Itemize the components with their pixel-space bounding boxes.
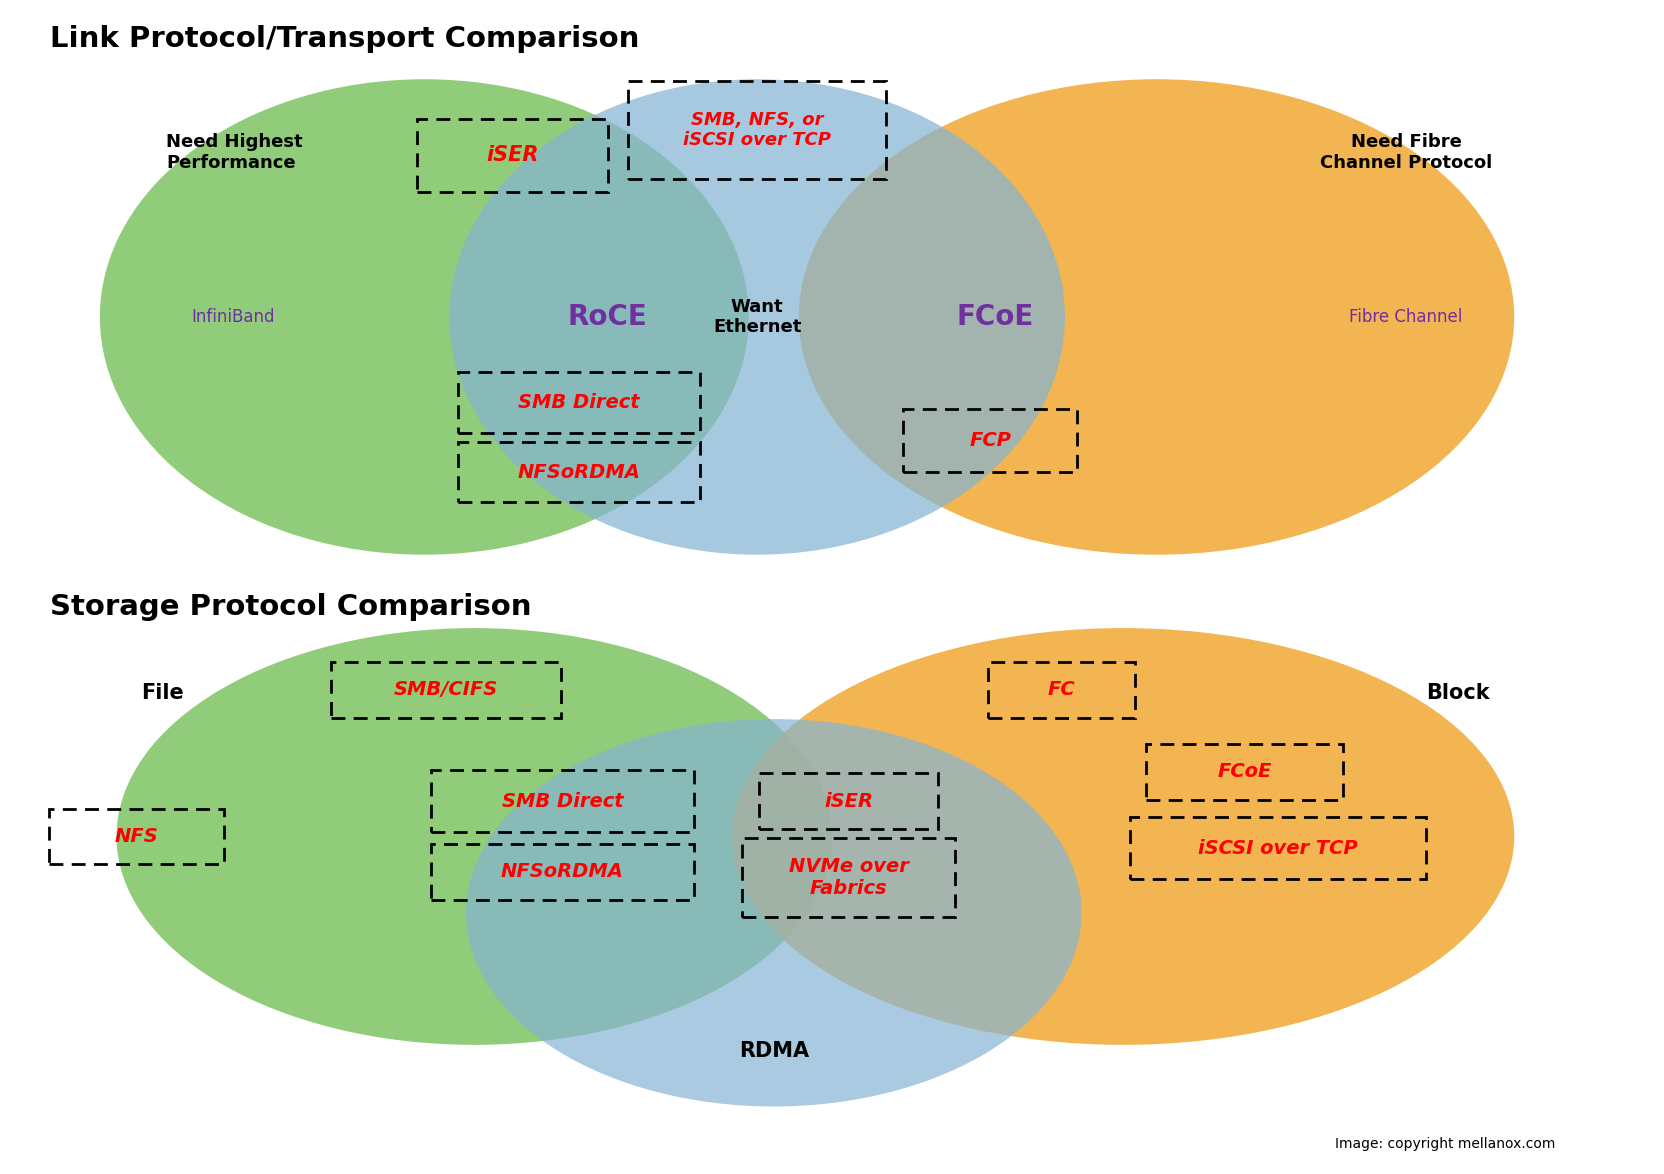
Ellipse shape [116,628,832,1045]
Bar [458,372,701,433]
Bar [904,409,1078,472]
Text: FCP: FCP [968,431,1012,450]
Text: iSCSI over TCP: iSCSI over TCP [1198,838,1358,858]
Text: NFSoRDMA: NFSoRDMA [518,463,641,481]
Bar [1146,744,1343,799]
Text: Block: Block [1426,682,1489,703]
Text: Need Fibre
Channel Protocol: Need Fibre Channel Protocol [1320,133,1493,171]
Ellipse shape [449,80,1065,554]
Text: NFSoRDMA: NFSoRDMA [501,862,624,882]
Text: SMB Direct: SMB Direct [518,393,641,412]
Bar [331,662,561,717]
Text: File: File [141,682,185,703]
Text: Need Highest
Performance: Need Highest Performance [166,133,303,171]
Text: FCoE: FCoE [1218,762,1271,782]
Bar [458,443,701,502]
Text: Storage Protocol Comparison: Storage Protocol Comparison [50,593,531,621]
Text: Fibre Channel: Fibre Channel [1350,308,1463,326]
Bar [759,774,938,829]
Text: iSER: iSER [824,791,874,811]
Ellipse shape [799,80,1514,554]
Text: NFS: NFS [115,826,158,846]
Bar [1130,817,1426,879]
Text: FC: FC [1048,680,1075,700]
Bar [50,809,225,864]
Text: FCoE: FCoE [957,303,1033,331]
Text: InfiniBand: InfiniBand [191,308,275,326]
Ellipse shape [100,80,749,554]
Bar [742,838,955,917]
Bar [988,662,1135,717]
Text: iSER: iSER [486,146,539,166]
Ellipse shape [732,628,1514,1045]
Text: SMB Direct: SMB Direct [501,791,624,811]
Bar [629,81,885,180]
Ellipse shape [466,718,1082,1106]
Text: RDMA: RDMA [739,1040,809,1061]
Text: SMB, NFS, or
iSCSI over TCP: SMB, NFS, or iSCSI over TCP [684,110,830,149]
Text: Link Protocol/Transport Comparison: Link Protocol/Transport Comparison [50,26,639,53]
Text: SMB/CIFS: SMB/CIFS [394,680,498,700]
Text: RoCE: RoCE [567,303,647,331]
Bar [416,119,609,191]
Text: NVMe over
Fabrics: NVMe over Fabrics [789,857,909,898]
Bar [431,770,694,832]
Bar [431,844,694,899]
Text: Want
Ethernet: Want Ethernet [712,297,802,337]
Text: Image: copyright mellanox.com: Image: copyright mellanox.com [1336,1136,1556,1151]
